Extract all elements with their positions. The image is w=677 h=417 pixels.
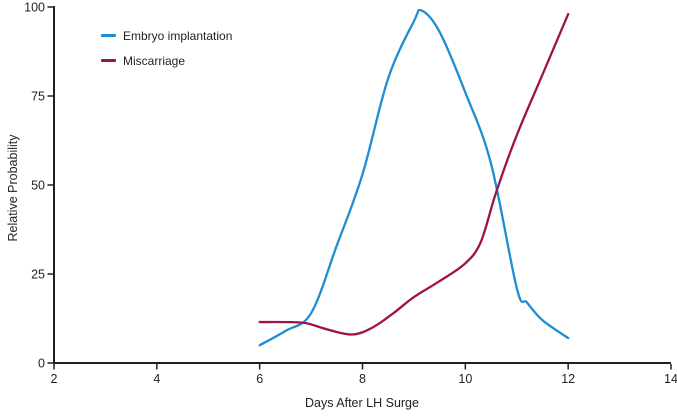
legend-label-embryo-implantation: Embryo implantation bbox=[123, 28, 233, 43]
series-line-miscarriage bbox=[258, 12, 570, 336]
y-tick-label: 0 bbox=[38, 357, 45, 371]
series-line-embryo-implantation bbox=[258, 8, 570, 347]
x-tick-label: 4 bbox=[153, 372, 160, 386]
x-tick-label: 6 bbox=[256, 372, 263, 386]
embryo-implantation-line-swatch bbox=[101, 34, 116, 37]
miscarriage-line-swatch bbox=[101, 59, 116, 62]
legend-label-miscarriage: Miscarriage bbox=[123, 53, 186, 68]
y-tick-label: 25 bbox=[31, 268, 45, 282]
legend: Embryo implantation Miscarriage bbox=[101, 23, 232, 73]
y-tick-label: 75 bbox=[31, 90, 45, 104]
legend-item-embryo-implantation: Embryo implantation bbox=[101, 23, 232, 48]
x-axis-title: Days After LH Surge bbox=[305, 396, 419, 410]
x-tick-label: 14 bbox=[664, 372, 677, 386]
y-axis-title: Relative Probability bbox=[6, 134, 20, 242]
curves-layer bbox=[258, 8, 570, 347]
x-tick-label: 8 bbox=[359, 372, 366, 386]
x-tick-label: 10 bbox=[458, 372, 472, 386]
axes-layer: 2 4 6 8 10 12 14 0 25 50 75 100 bbox=[24, 1, 677, 387]
y-tick-label: 50 bbox=[31, 179, 45, 193]
x-tick-label: 2 bbox=[51, 372, 58, 386]
x-tick-label: 12 bbox=[561, 372, 575, 386]
legend-item-miscarriage: Miscarriage bbox=[101, 48, 232, 73]
y-tick-label: 100 bbox=[24, 1, 45, 15]
